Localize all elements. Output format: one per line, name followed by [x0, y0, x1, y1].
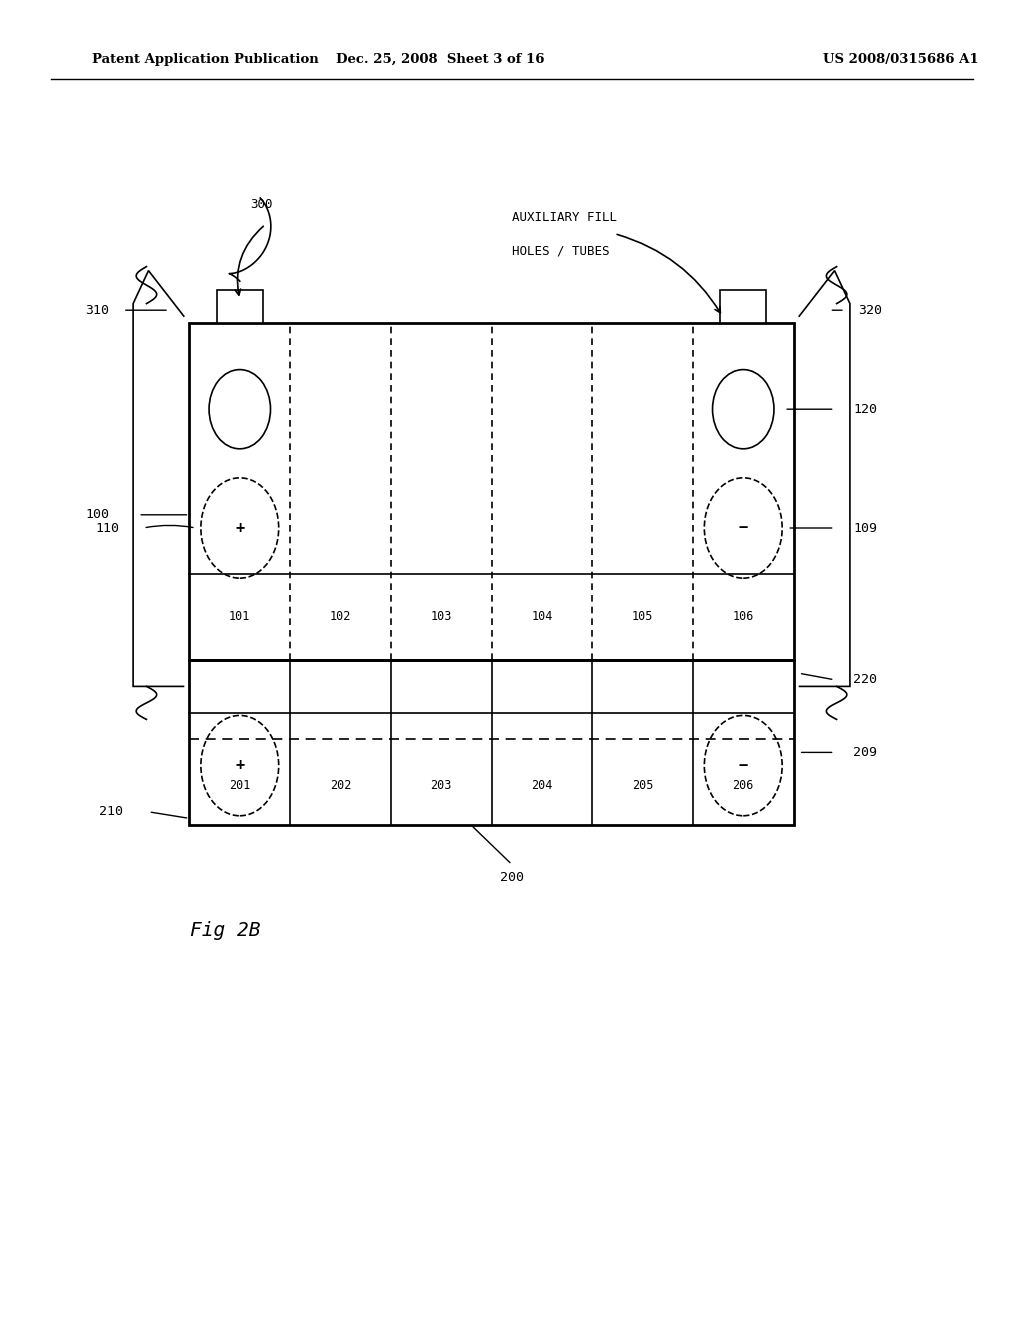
- Text: 206: 206: [732, 779, 754, 792]
- Text: 109: 109: [853, 521, 878, 535]
- Text: 110: 110: [95, 521, 120, 535]
- Text: 106: 106: [732, 610, 754, 623]
- Text: 202: 202: [330, 779, 351, 792]
- Text: US 2008/0315686 A1: US 2008/0315686 A1: [823, 53, 979, 66]
- Text: 201: 201: [229, 779, 251, 792]
- Text: HOLES / TUBES: HOLES / TUBES: [512, 244, 609, 257]
- Text: 200: 200: [500, 871, 524, 884]
- Text: 310: 310: [85, 304, 110, 317]
- Text: 300: 300: [250, 198, 272, 211]
- Text: −: −: [738, 758, 748, 774]
- Text: +: +: [236, 520, 245, 536]
- Bar: [720, 290, 766, 323]
- Text: 209: 209: [853, 746, 878, 759]
- Text: 101: 101: [229, 610, 251, 623]
- Text: AUXILIARY FILL: AUXILIARY FILL: [512, 211, 617, 224]
- Text: Fig 2B: Fig 2B: [190, 921, 260, 940]
- Text: +: +: [236, 758, 245, 774]
- Text: 203: 203: [430, 779, 452, 792]
- Text: 104: 104: [531, 610, 553, 623]
- Text: 210: 210: [98, 805, 123, 818]
- Text: 102: 102: [330, 610, 351, 623]
- Text: 220: 220: [853, 673, 878, 686]
- Text: 100: 100: [85, 508, 110, 521]
- Circle shape: [209, 370, 270, 449]
- Text: 120: 120: [853, 403, 878, 416]
- Text: Patent Application Publication: Patent Application Publication: [92, 53, 318, 66]
- Bar: [189, 660, 794, 825]
- Text: 320: 320: [858, 304, 883, 317]
- Bar: [217, 290, 263, 323]
- Text: 205: 205: [632, 779, 653, 792]
- Circle shape: [713, 370, 774, 449]
- Text: 105: 105: [632, 610, 653, 623]
- Text: 204: 204: [531, 779, 553, 792]
- Text: −: −: [738, 520, 748, 536]
- Text: Dec. 25, 2008  Sheet 3 of 16: Dec. 25, 2008 Sheet 3 of 16: [336, 53, 545, 66]
- Text: 103: 103: [430, 610, 452, 623]
- Bar: [189, 323, 794, 660]
